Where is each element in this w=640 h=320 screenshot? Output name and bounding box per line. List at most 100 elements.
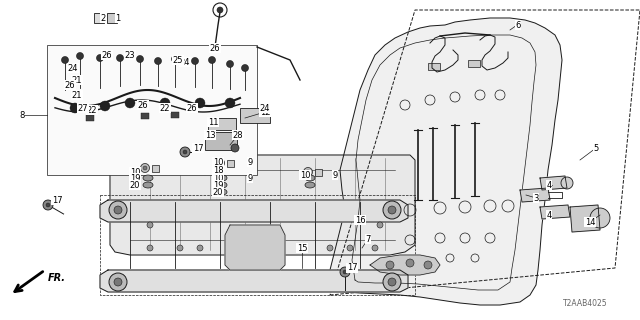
Circle shape bbox=[217, 7, 223, 13]
Text: 17: 17 bbox=[193, 143, 204, 153]
Circle shape bbox=[388, 206, 396, 214]
Text: 22: 22 bbox=[160, 103, 170, 113]
Text: 28: 28 bbox=[233, 131, 243, 140]
Text: 11: 11 bbox=[208, 117, 218, 126]
Text: 25: 25 bbox=[173, 55, 183, 65]
Circle shape bbox=[340, 267, 350, 277]
Polygon shape bbox=[100, 270, 408, 292]
Bar bbox=[47, 45, 257, 175]
Polygon shape bbox=[540, 205, 570, 219]
Circle shape bbox=[343, 270, 347, 274]
Text: 17: 17 bbox=[347, 263, 357, 273]
Text: 6: 6 bbox=[515, 20, 521, 29]
Circle shape bbox=[61, 57, 68, 63]
Text: 4: 4 bbox=[547, 180, 552, 189]
Text: 20: 20 bbox=[130, 180, 140, 189]
Text: 7: 7 bbox=[365, 235, 371, 244]
Polygon shape bbox=[100, 200, 408, 222]
Circle shape bbox=[372, 245, 378, 251]
Text: 23: 23 bbox=[125, 51, 135, 60]
Bar bbox=[141, 113, 149, 119]
Circle shape bbox=[183, 150, 187, 154]
Circle shape bbox=[191, 58, 198, 65]
Circle shape bbox=[227, 60, 234, 68]
Text: 26: 26 bbox=[102, 51, 112, 60]
Circle shape bbox=[147, 245, 153, 251]
Circle shape bbox=[147, 222, 153, 228]
Circle shape bbox=[70, 103, 80, 113]
Ellipse shape bbox=[143, 175, 153, 181]
Text: 3: 3 bbox=[533, 194, 539, 203]
Text: 26: 26 bbox=[138, 100, 148, 109]
Circle shape bbox=[225, 98, 235, 108]
Bar bbox=[208, 118, 236, 130]
Circle shape bbox=[114, 206, 122, 214]
Text: 21: 21 bbox=[72, 91, 83, 100]
Circle shape bbox=[180, 147, 190, 157]
Ellipse shape bbox=[217, 189, 227, 195]
Ellipse shape bbox=[143, 182, 153, 188]
Text: 26: 26 bbox=[210, 44, 220, 52]
Text: 26: 26 bbox=[187, 103, 197, 113]
Text: 12: 12 bbox=[260, 108, 270, 116]
Circle shape bbox=[241, 65, 248, 71]
Polygon shape bbox=[225, 225, 285, 270]
Circle shape bbox=[125, 98, 135, 108]
Ellipse shape bbox=[305, 182, 315, 188]
Circle shape bbox=[100, 101, 110, 111]
Bar bbox=[227, 159, 234, 166]
Bar bbox=[94, 13, 104, 23]
Circle shape bbox=[43, 200, 53, 210]
Bar bbox=[152, 164, 159, 172]
Bar bbox=[86, 115, 94, 121]
Circle shape bbox=[377, 222, 383, 228]
Text: 13: 13 bbox=[205, 131, 215, 140]
Text: 10: 10 bbox=[130, 167, 140, 177]
Bar bbox=[205, 132, 237, 150]
Text: 24: 24 bbox=[260, 103, 270, 113]
Text: 14: 14 bbox=[585, 218, 595, 227]
Circle shape bbox=[424, 261, 432, 269]
Circle shape bbox=[386, 261, 394, 269]
Bar bbox=[107, 13, 117, 23]
Ellipse shape bbox=[217, 175, 227, 181]
Text: 15: 15 bbox=[297, 244, 307, 252]
Ellipse shape bbox=[305, 175, 315, 181]
Circle shape bbox=[197, 245, 203, 251]
Polygon shape bbox=[570, 205, 600, 232]
Bar bbox=[171, 112, 179, 118]
Circle shape bbox=[177, 245, 183, 251]
Ellipse shape bbox=[217, 182, 227, 188]
Circle shape bbox=[154, 58, 161, 65]
Circle shape bbox=[306, 170, 310, 174]
Circle shape bbox=[406, 259, 414, 267]
Circle shape bbox=[327, 245, 333, 251]
Text: 10: 10 bbox=[300, 171, 310, 180]
Circle shape bbox=[97, 54, 104, 61]
Text: 9: 9 bbox=[248, 157, 253, 166]
Circle shape bbox=[388, 278, 396, 286]
Text: 2: 2 bbox=[100, 13, 106, 22]
Text: 22: 22 bbox=[87, 106, 97, 115]
Text: 19: 19 bbox=[130, 173, 140, 182]
Circle shape bbox=[218, 161, 222, 165]
Text: 10: 10 bbox=[212, 173, 223, 182]
Circle shape bbox=[160, 98, 170, 108]
Circle shape bbox=[141, 164, 150, 172]
Circle shape bbox=[114, 278, 122, 286]
Circle shape bbox=[561, 177, 573, 189]
Circle shape bbox=[590, 208, 610, 228]
Circle shape bbox=[143, 166, 147, 170]
Text: 4: 4 bbox=[547, 211, 552, 220]
Polygon shape bbox=[370, 255, 440, 275]
Text: T2AAB4025: T2AAB4025 bbox=[563, 299, 608, 308]
Text: 24: 24 bbox=[180, 58, 190, 67]
Circle shape bbox=[109, 201, 127, 219]
Text: 17: 17 bbox=[52, 196, 62, 204]
Text: 20: 20 bbox=[212, 188, 223, 196]
Circle shape bbox=[46, 203, 50, 207]
Text: 10: 10 bbox=[212, 157, 223, 166]
Polygon shape bbox=[540, 176, 567, 190]
Text: 18: 18 bbox=[212, 165, 223, 174]
Circle shape bbox=[303, 167, 312, 177]
